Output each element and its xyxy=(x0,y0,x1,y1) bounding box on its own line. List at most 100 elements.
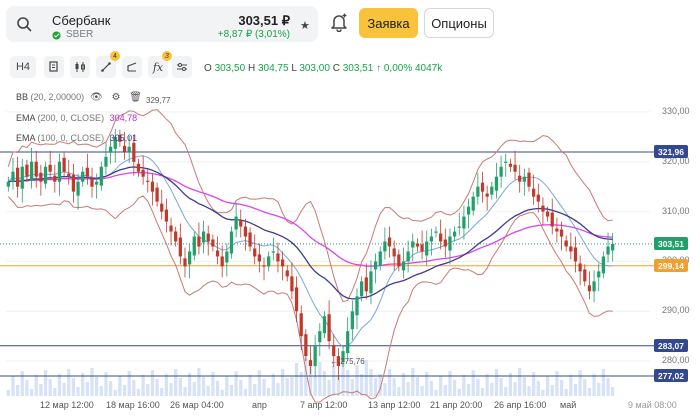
candle-body xyxy=(127,146,131,152)
alert-bell-icon[interactable] xyxy=(330,12,348,32)
volume-bar xyxy=(267,388,271,396)
volume-bar xyxy=(183,387,187,396)
y-tick-label: 330,00 xyxy=(662,105,690,116)
indicators-icon[interactable]: fx 3 xyxy=(148,51,172,78)
settings-sliders-icon[interactable] xyxy=(172,56,192,78)
candle-body xyxy=(253,248,257,257)
volume-bar xyxy=(285,378,289,396)
trend-line-icon[interactable] xyxy=(122,56,142,78)
timeframe-button[interactable]: H4 xyxy=(10,56,36,78)
ticker-price: 303,51 ₽ xyxy=(238,13,290,28)
bb-middle-line xyxy=(7,155,613,348)
volume-bar xyxy=(76,387,80,396)
candle-body xyxy=(81,171,85,182)
volume-bar xyxy=(197,368,201,396)
volume-bar xyxy=(25,380,29,396)
volume-bar xyxy=(559,380,564,396)
candle-body xyxy=(485,193,489,197)
volume-bar xyxy=(253,384,257,396)
candle-body xyxy=(225,251,229,263)
candle-body xyxy=(229,231,234,254)
volume-bar xyxy=(373,378,378,396)
volume-bar xyxy=(248,375,252,396)
candle-body xyxy=(155,187,159,202)
drawing-tools-icon[interactable]: 4 xyxy=(96,51,120,78)
volume-bar xyxy=(160,388,164,396)
candle-body xyxy=(545,211,550,217)
volume-bar xyxy=(43,370,48,396)
candle-body xyxy=(164,209,169,222)
volume-bar xyxy=(53,388,57,396)
volume-bar xyxy=(508,373,513,396)
options-button[interactable]: Опционы xyxy=(424,8,494,38)
candle-body xyxy=(285,270,289,277)
candle-body xyxy=(239,220,243,227)
candle-body xyxy=(99,166,103,186)
candle-body xyxy=(71,174,76,192)
candle-body xyxy=(373,261,378,270)
candle-body xyxy=(43,166,48,184)
candle-body xyxy=(532,188,536,197)
candle-body xyxy=(178,237,182,257)
eye-icon[interactable]: 👁 xyxy=(90,92,103,103)
candle-body xyxy=(569,246,573,252)
volume-bar xyxy=(271,374,275,396)
volume-bar xyxy=(127,371,131,396)
volume-bar xyxy=(108,381,113,396)
volume-bar xyxy=(462,375,466,396)
volume-bar xyxy=(318,362,322,396)
volume-bar xyxy=(425,372,429,396)
volume-bar xyxy=(369,369,373,396)
volume-bar xyxy=(164,374,169,396)
volume-bar xyxy=(122,385,127,396)
candle-body xyxy=(183,258,187,267)
legend-bb[interactable]: BB (20, 2,00000) xyxy=(16,92,85,102)
volume-bar xyxy=(104,372,108,396)
ticker-selector[interactable]: Сбербанк SBER 303,51 ₽ +8,87 ₽ (3,01%) ★ xyxy=(6,6,318,42)
candle-body xyxy=(67,173,71,177)
search-icon[interactable] xyxy=(16,16,32,32)
candle-body xyxy=(411,241,415,248)
volume-bar xyxy=(466,384,471,396)
candle-body xyxy=(592,281,596,292)
candle-body xyxy=(276,253,280,262)
gear-icon[interactable]: ⚙ xyxy=(111,92,121,103)
volume-bar xyxy=(90,368,94,396)
candle-body xyxy=(378,251,382,266)
chart-type-icon[interactable] xyxy=(44,56,64,78)
candle-body xyxy=(364,277,368,292)
volume-bar xyxy=(392,378,396,396)
candle-body xyxy=(336,356,341,367)
volume-bar xyxy=(262,379,266,396)
candle-body xyxy=(541,205,545,212)
volume-bar xyxy=(174,369,178,396)
y-tick-label: 320,00 xyxy=(662,155,690,166)
trash-icon[interactable]: 🗑 xyxy=(129,92,142,103)
candle-body xyxy=(34,161,38,177)
candle-body xyxy=(606,246,610,255)
y-tick-label: 310,00 xyxy=(662,205,690,216)
volume-bar xyxy=(587,388,592,396)
order-button[interactable]: Заявка xyxy=(359,8,418,38)
volume-bar xyxy=(276,383,280,396)
candle-body xyxy=(355,296,359,316)
volume-bar xyxy=(420,386,424,396)
volume-bar xyxy=(494,369,499,396)
x-tick-label: 12 мар 12:00 xyxy=(40,400,94,410)
low-annotation: ← 275,76 xyxy=(330,357,365,366)
candle-body xyxy=(201,231,206,243)
legend-ema100[interactable]: EMA (100, 0, CLOSE) 305,01 xyxy=(16,133,138,143)
candle-body xyxy=(429,236,433,242)
candle-body xyxy=(439,233,443,242)
candle-body xyxy=(597,271,601,278)
volume-bar xyxy=(229,385,234,396)
volume-bar xyxy=(378,374,382,396)
ohlc-readout: O 303,50 H 304,75 L 303,00 C 303,51 ↑ 0,… xyxy=(204,63,443,74)
volume-bar xyxy=(597,383,601,396)
volume-bar xyxy=(457,389,461,396)
ema100-line xyxy=(8,166,613,300)
legend-ema200[interactable]: EMA (200, 0, CLOSE) 304,78 xyxy=(16,113,138,123)
y-tick-label: 280,00 xyxy=(662,355,690,366)
candles-icon[interactable] xyxy=(70,56,90,78)
star-icon[interactable]: ★ xyxy=(300,20,310,32)
